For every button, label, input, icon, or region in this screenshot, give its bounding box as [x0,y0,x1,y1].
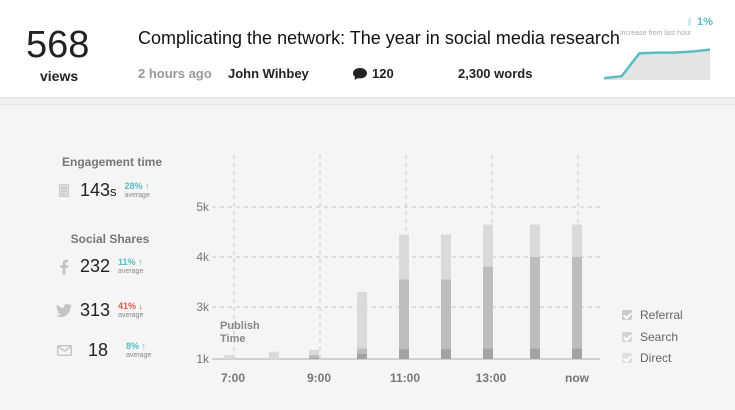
sparkline-line [604,48,710,80]
engagement-pct: 28% ↑ [124,180,150,191]
legend-search-label: Search [640,330,679,344]
engagement-number: 143 [80,180,111,200]
twitter-pct: 41% ↓ [118,300,144,311]
email-delta: 8% ↑ average [126,341,151,361]
twitter-value: 313 [80,300,111,320]
word-count: 2,300 words [458,66,533,81]
spark-percent-value: 1% [697,16,713,28]
facebook-icon [56,259,72,275]
direct-checkbox-icon[interactable] [622,353,632,363]
document-icon [56,183,72,199]
email-pct: 8% ↑ [126,340,147,351]
legend-direct-label: Direct [640,351,672,365]
comment-icon [353,67,367,80]
legend-direct[interactable]: Direct [622,351,671,365]
facebook-delta: 11% ↑ average [118,257,143,277]
spark-bar-icon [688,18,691,27]
engagement-unit: s [110,184,117,199]
time-ago: 2 hours ago [138,66,212,81]
sparkline-area [604,49,710,80]
legend-referral-label: Referral [640,308,683,322]
engagement-value: 143s [80,180,117,201]
views-count: 568 [26,24,90,66]
views-label: views [40,68,79,84]
email-value: 18 [88,340,109,360]
twitter-row: 313 41% ↓ average [56,300,143,321]
email-row: 18 8% ↑ average [56,340,151,361]
facebook-value: 232 [80,256,111,276]
twitter-delta: 41% ↓ average [118,301,143,321]
comments-value: 120 [372,66,394,81]
legend-search[interactable]: Search [622,330,678,344]
spark-label: increase from last hour [620,30,692,37]
article-header: 568 views Complicating the network: The … [0,0,735,98]
legend-referral[interactable]: Referral [622,308,683,322]
comments-count[interactable]: 120 [352,66,394,81]
search-checkbox-icon[interactable] [622,332,632,342]
facebook-pct: 11% ↑ [118,256,143,267]
spark-percent: 1% [688,16,713,28]
engagement-title: Engagement time [61,155,163,169]
facebook-row: 232 11% ↑ average [56,256,143,277]
engagement-row: 143s 28% ↑ average [56,180,150,201]
social-shares-title: Social Shares [70,232,150,246]
engagement-avg: average [124,191,150,199]
email-icon [56,343,72,359]
twitter-avg: average [118,311,144,319]
traffic-sparkline [604,48,710,80]
referral-checkbox-icon[interactable] [622,310,632,320]
article-title[interactable]: Complicating the network: The year in so… [138,28,620,48]
email-avg: average [126,351,152,359]
facebook-avg: average [118,267,144,275]
twitter-icon [56,303,72,319]
engagement-delta: 28% ↑ average [125,181,150,201]
author-name[interactable]: John Wihbey [228,66,309,81]
